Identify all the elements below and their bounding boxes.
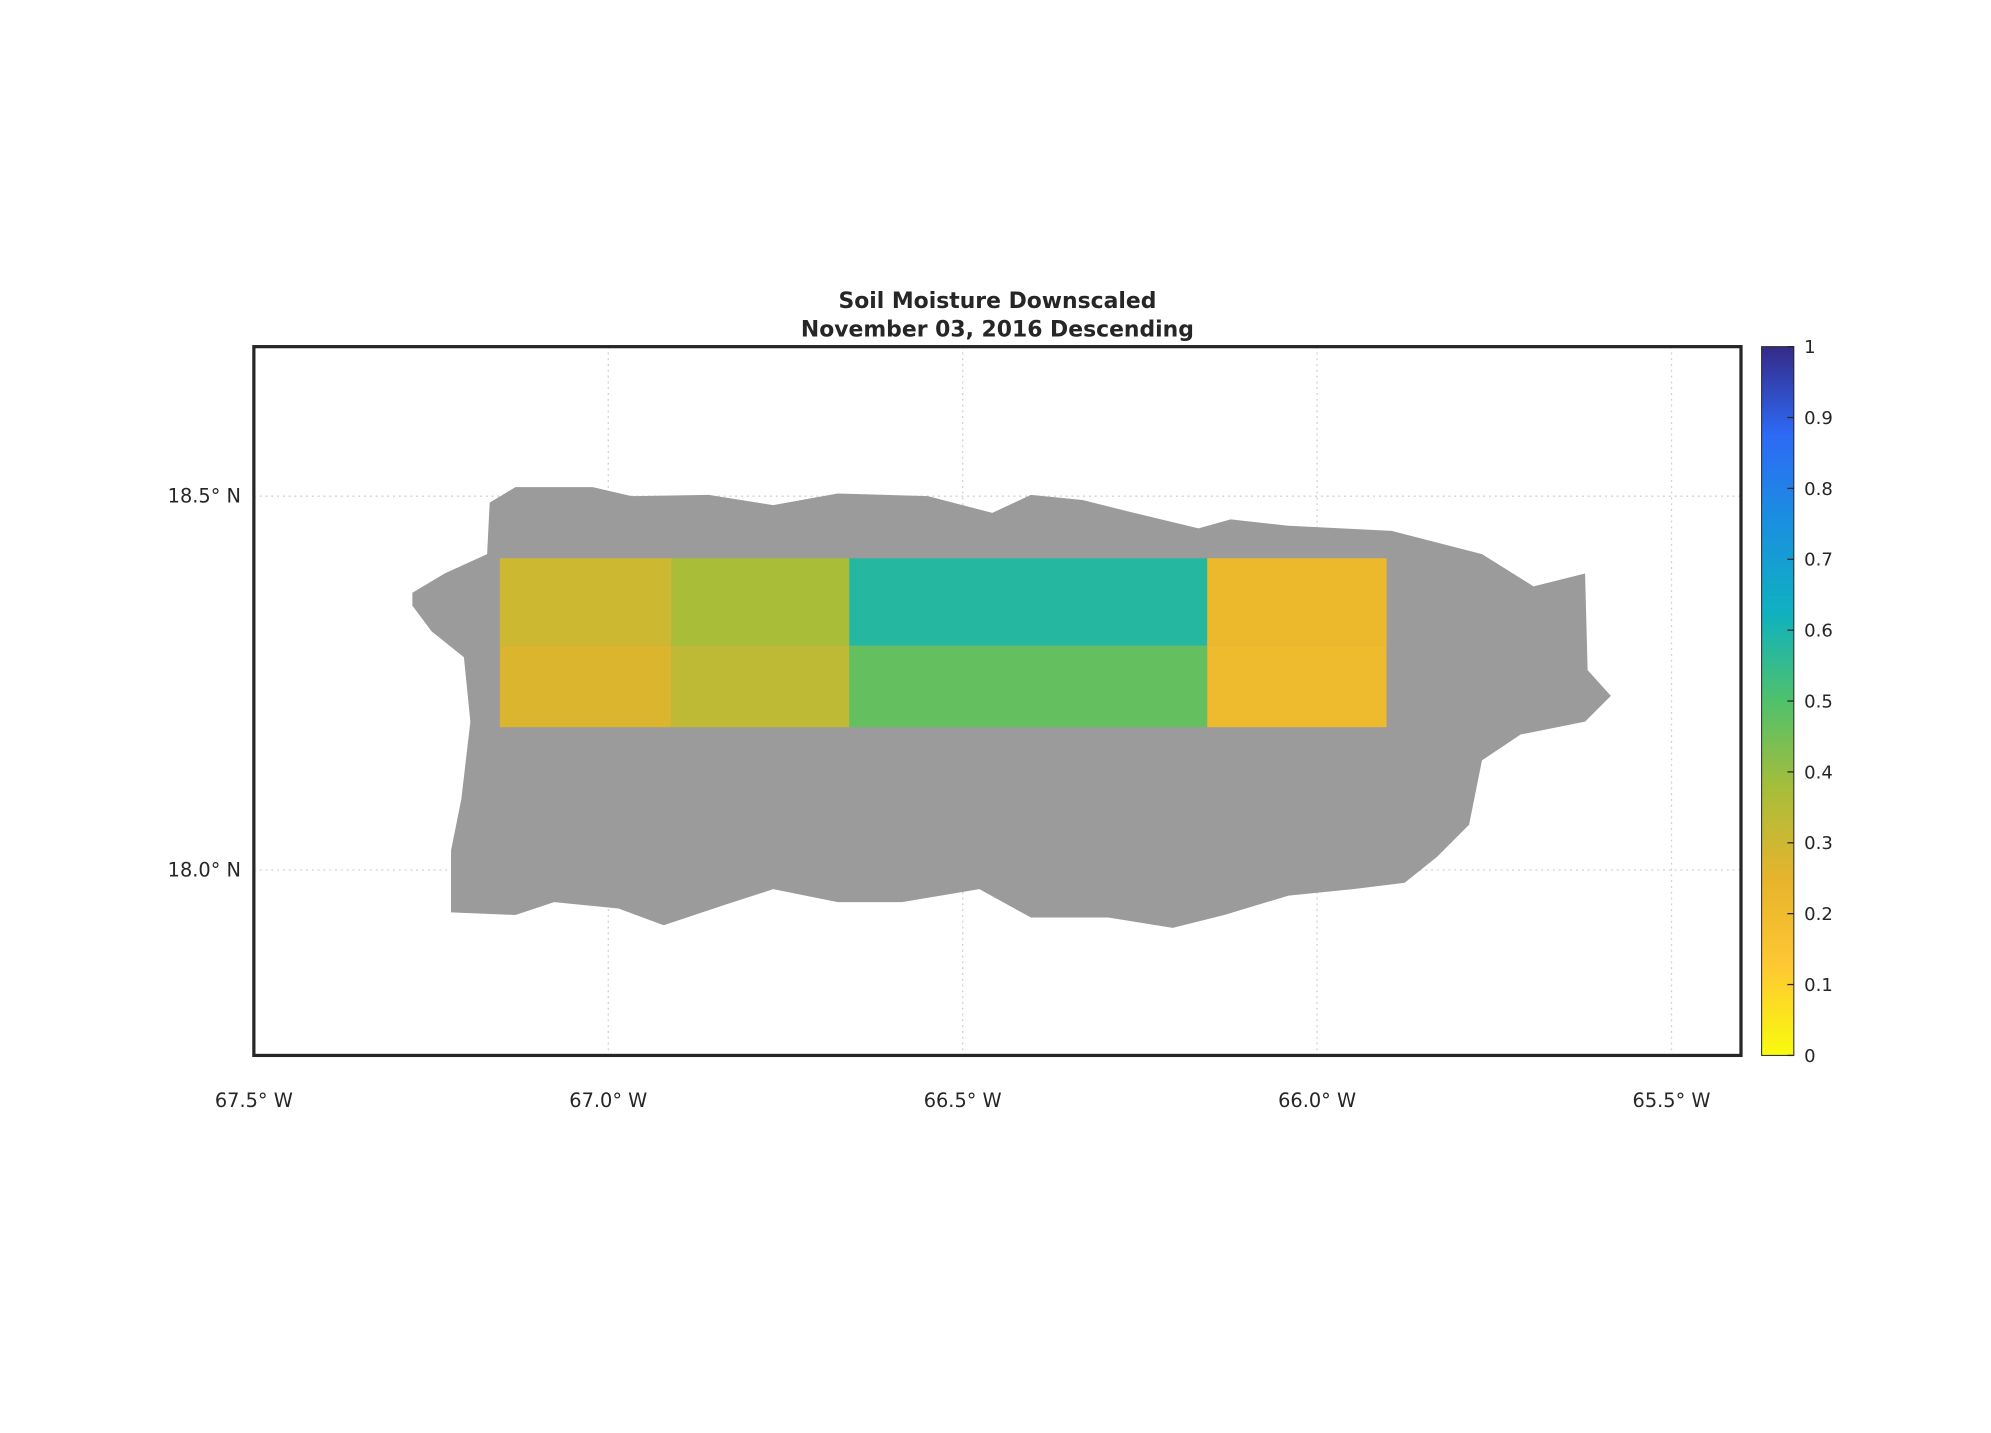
moisture-tile	[849, 645, 1208, 728]
chart-title: Soil Moisture Downscaled	[838, 289, 1156, 314]
x-tick-label: 67.0° W	[569, 1089, 647, 1112]
moisture-tile	[499, 645, 672, 728]
colorbar-tick-label: 0.6	[1804, 621, 1833, 642]
x-tick-label: 66.5° W	[924, 1089, 1002, 1112]
figure: Soil Moisture Downscaled November 03, 20…	[168, 289, 1833, 1112]
colorbar-tick-label: 0.1	[1804, 975, 1833, 996]
chart-subtitle: November 03, 2016 Descending	[801, 317, 1194, 342]
colorbar-tick-label: 0.8	[1804, 479, 1833, 500]
moisture-tile	[849, 558, 1208, 646]
colorbar-tick-label: 0.9	[1804, 408, 1833, 429]
colorbar-tick-label: 0.7	[1804, 550, 1833, 571]
x-tick-label: 65.5° W	[1633, 1089, 1711, 1112]
y-tick-label: 18.5° N	[168, 485, 241, 508]
axes-box	[252, 345, 1743, 1058]
colorbar-tick-label: 0.4	[1804, 762, 1833, 783]
x-tick-label: 66.0° W	[1278, 1089, 1356, 1112]
moisture-tile	[671, 558, 850, 646]
moisture-tile	[671, 645, 850, 728]
moisture-tile	[1207, 645, 1387, 728]
colorbar-tick-label: 0.3	[1804, 833, 1833, 854]
y-tick-label: 18.0° N	[168, 858, 241, 881]
moisture-tile	[499, 558, 672, 646]
tiles	[499, 558, 1387, 728]
colorbar-tick-label: 0.2	[1804, 904, 1833, 925]
colorbar-tick-label: 0.5	[1804, 691, 1833, 712]
moisture-tile	[1207, 558, 1387, 646]
colorbar-tick-label: 0	[1804, 1046, 1815, 1067]
x-tick-label: 67.5° W	[215, 1089, 293, 1112]
colorbar-tick-label: 1	[1804, 337, 1815, 358]
